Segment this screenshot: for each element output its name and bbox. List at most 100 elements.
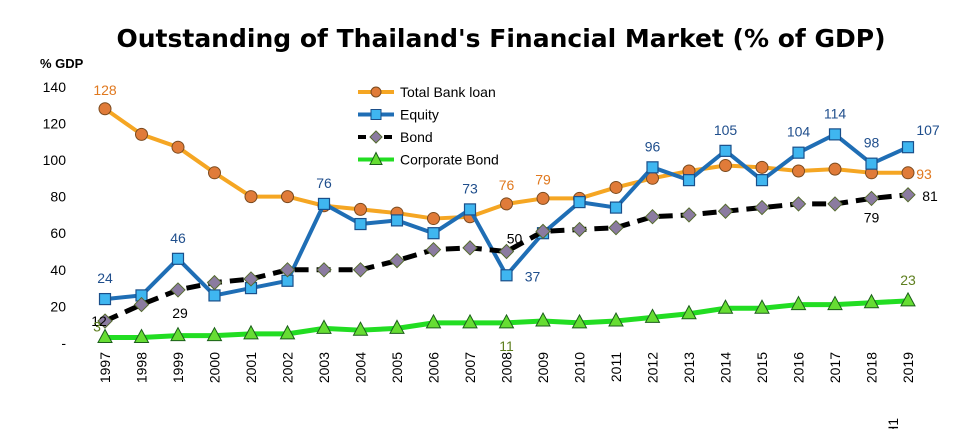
data-point — [498, 313, 515, 329]
data-point — [352, 262, 369, 278]
data-label: 81 — [922, 188, 938, 204]
data-label: 3 — [93, 319, 101, 335]
series-bond — [97, 187, 916, 329]
data-point — [135, 127, 148, 141]
legend-marker — [370, 86, 382, 98]
legend-marker — [369, 130, 383, 144]
data-label: 73 — [462, 180, 478, 196]
data-point — [279, 324, 296, 340]
data-point — [206, 274, 223, 291]
x-tick-label: 2002 — [280, 352, 296, 383]
data-point — [462, 240, 478, 256]
data-point — [170, 282, 186, 298]
x-tick-label: 2004 — [353, 352, 369, 383]
data-point — [827, 196, 843, 212]
data-point — [755, 160, 769, 174]
x-tick-label: 2011 — [608, 352, 624, 382]
y-tick-label: 40 — [50, 262, 66, 278]
x-axis-ticks: 1997 1998 1999 2000 2001 2002 2003 2004 2005 2006… — [97, 352, 916, 429]
x-tick-label: 2000 — [207, 352, 223, 383]
series-layer — [97, 102, 916, 344]
data-point — [644, 209, 661, 225]
data-point — [244, 190, 258, 204]
data-label: 104 — [787, 124, 811, 140]
x-tick-label: 2008 — [499, 352, 515, 383]
data-point — [427, 227, 440, 240]
data-point — [901, 166, 915, 180]
data-point — [98, 292, 112, 306]
data-point — [390, 214, 404, 227]
data-point — [389, 319, 405, 334]
data-point — [717, 203, 734, 219]
y-tick-label: 100 — [43, 152, 67, 168]
legend: Total Bank loan Equity Bond Corporate Bond — [358, 84, 499, 168]
x-tick-label: 2016 — [791, 352, 807, 383]
data-point — [208, 166, 221, 180]
legend-marker — [370, 109, 382, 120]
data-point — [719, 144, 732, 157]
data-point — [754, 299, 770, 314]
data-point — [573, 195, 586, 209]
data-point — [354, 202, 367, 216]
legend-label: Corporate Bond — [400, 152, 499, 168]
data-point — [681, 304, 697, 320]
data-point — [790, 196, 807, 212]
data-point — [133, 296, 150, 313]
data-point — [317, 197, 331, 211]
data-point — [97, 313, 113, 329]
data-label: 24 — [97, 270, 113, 286]
data-point — [571, 221, 588, 238]
data-label: 76 — [316, 175, 332, 191]
data-point — [644, 308, 661, 323]
x-tick-label: 2013 — [681, 352, 697, 383]
data-point — [900, 187, 916, 203]
data-point — [865, 157, 878, 170]
data-point — [462, 313, 478, 329]
data-point — [571, 313, 588, 329]
legend-item: Bond — [358, 129, 433, 145]
legend-label: Bond — [400, 129, 433, 145]
x-tick-label: 2012 — [645, 352, 661, 383]
x-tick-label: 2017 — [827, 352, 843, 383]
data-label: 37 — [525, 268, 541, 284]
x-tick-label: 1997 — [97, 352, 113, 383]
x-tick-label: 2005 — [389, 352, 405, 383]
series-line — [103, 192, 909, 324]
data-point — [717, 299, 734, 314]
data-point — [170, 326, 186, 342]
y-axis-label: % GDP — [40, 56, 84, 71]
x-tick-label: 1998 — [134, 352, 150, 383]
data-point — [827, 295, 843, 311]
data-point — [790, 295, 807, 311]
data-point — [500, 269, 513, 282]
x-tick-label: 2009 — [535, 352, 551, 383]
data-point — [463, 203, 477, 216]
data-point — [243, 271, 259, 287]
data-point — [354, 217, 367, 231]
x-tick-label: 2006 — [426, 352, 442, 383]
data-point — [535, 311, 551, 327]
data-point — [754, 199, 770, 216]
data-point — [792, 146, 805, 159]
data-point — [279, 262, 296, 278]
data-labels: 128 76 79 93 24 46 76 73 37 96 105 104 114 98 107 12 29 5… — [91, 82, 940, 354]
data-point — [536, 191, 550, 205]
x-tick-label: 2019 — [900, 352, 916, 383]
y-tick-label: 140 — [43, 79, 67, 95]
data-point — [609, 180, 623, 194]
data-label: 29 — [172, 305, 188, 321]
data-point — [500, 197, 513, 211]
legend-label: Total Bank loan — [400, 84, 496, 100]
data-point — [498, 243, 515, 260]
legend-item: Corporate Bond — [358, 151, 499, 168]
data-point — [427, 212, 440, 226]
data-label: 46 — [170, 230, 186, 246]
data-point — [208, 289, 221, 302]
x-tick-label: 2014 — [718, 352, 734, 383]
data-point — [646, 161, 659, 174]
x-tick-label: 2007 — [462, 352, 478, 383]
legend-marker — [369, 151, 383, 165]
data-label: 107 — [916, 122, 940, 138]
x-tick-label: 2015 — [754, 352, 770, 383]
data-point — [609, 201, 623, 214]
